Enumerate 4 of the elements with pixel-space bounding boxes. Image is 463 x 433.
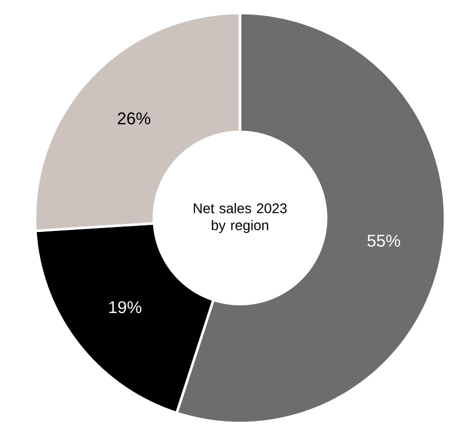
text: Net sales 2023 by region bbox=[194, 203, 287, 233]
data-label: 55% bbox=[367, 234, 400, 247]
data-label: 19% bbox=[109, 301, 142, 314]
data-label: 26% bbox=[118, 112, 150, 124]
